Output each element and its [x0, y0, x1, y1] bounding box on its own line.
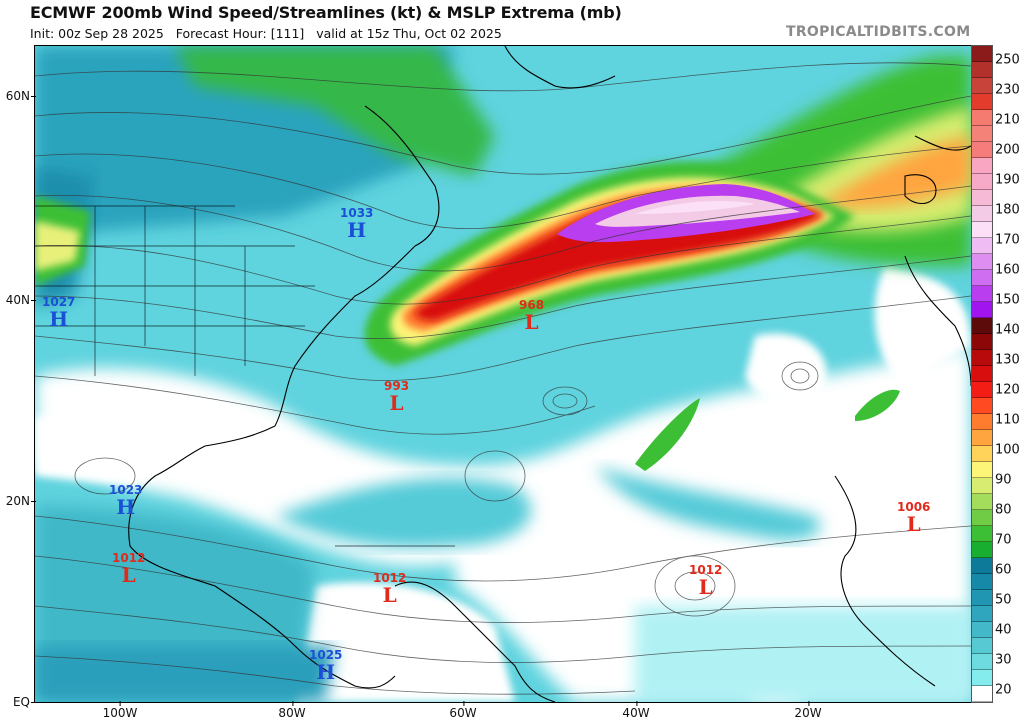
colorbar-swatch — [972, 318, 992, 334]
colorbar-swatch — [972, 334, 992, 350]
colorbar-tick: 160 — [995, 262, 1020, 278]
high-pressure-center: 1027 H — [42, 295, 76, 331]
colorbar-swatch — [972, 142, 992, 158]
colorbar-tick: 210 — [995, 112, 1020, 128]
colorbar-tick: 50 — [995, 592, 1012, 608]
colorbar-swatch — [972, 574, 992, 590]
colorbar-swatch — [972, 686, 992, 702]
lon-label-40w: 40W — [622, 701, 650, 720]
lon-label-20w: 20W — [794, 701, 822, 720]
colorbar-swatch — [972, 398, 992, 414]
colorbar-swatch — [972, 542, 992, 558]
colorbar-tick: 200 — [995, 142, 1020, 158]
colorbar-swatch — [972, 558, 992, 574]
colorbar-tick: 190 — [995, 172, 1020, 188]
colorbar-swatch — [972, 206, 992, 222]
chart-title: ECMWF 200mb Wind Speed/Streamlines (kt) … — [30, 3, 622, 22]
colorbar-swatch — [972, 590, 992, 606]
low-pressure-center: 1012 L — [112, 551, 146, 587]
colorbar-swatch — [972, 238, 992, 254]
colorbar-swatch — [972, 286, 992, 302]
chart-subtitle: Init: 00z Sep 28 2025 Forecast Hour: [11… — [30, 26, 502, 41]
lat-label-40n: 40N — [0, 293, 36, 307]
colorbar-tick: 90 — [995, 472, 1012, 488]
colorbar-swatch — [972, 78, 992, 94]
colorbar-tick: 250 — [995, 52, 1020, 68]
colorbar-tick: 170 — [995, 232, 1020, 248]
lon-label-80w: 80W — [278, 701, 306, 720]
colorbar-swatch — [972, 494, 992, 510]
colorbar-tick: 70 — [995, 532, 1012, 548]
colorbar-swatch — [972, 46, 992, 62]
colorbar-swatch — [972, 446, 992, 462]
colorbar-tick: 20 — [995, 682, 1012, 698]
colorbar-tick: 100 — [995, 442, 1020, 458]
colorbar-tick: 150 — [995, 292, 1020, 308]
colorbar-tick: 120 — [995, 382, 1020, 398]
colorbar-swatch — [972, 478, 992, 494]
colorbar-swatch — [972, 606, 992, 622]
colorbar-tick: 40 — [995, 622, 1012, 638]
colorbar-swatch — [972, 62, 992, 78]
colorbar-swatch — [972, 270, 992, 286]
colorbar-swatch — [972, 94, 992, 110]
high-pressure-center: 1023 H — [109, 483, 143, 519]
colorbar-swatch — [972, 638, 992, 654]
colorbar-tick: 230 — [995, 82, 1020, 98]
colorbar-swatch — [972, 222, 992, 238]
colorbar-swatch — [972, 430, 992, 446]
low-pressure-center: 1006 L — [897, 500, 931, 536]
colorbar-swatch — [972, 126, 992, 142]
high-pressure-center: 1033 H — [340, 206, 374, 242]
low-pressure-center: 993 L — [384, 379, 410, 415]
colorbar-swatch — [972, 302, 992, 318]
colorbar-swatch — [972, 462, 992, 478]
lat-label-eq: EQ — [0, 695, 36, 709]
wind-map — [34, 45, 972, 703]
lat-label-60n: 60N — [0, 89, 36, 103]
colorbar-tick: 130 — [995, 352, 1020, 368]
colorbar-swatch — [972, 654, 992, 670]
colorbar-swatch — [972, 158, 992, 174]
colorbar-swatch — [972, 110, 992, 126]
colorbar-tick: 110 — [995, 412, 1020, 428]
colorbar-swatch — [972, 350, 992, 366]
high-pressure-center: 1025 H — [309, 648, 343, 684]
wind-speed-colorbar — [971, 45, 993, 703]
brand-watermark: TROPICALTIDBITS.COM — [786, 24, 971, 40]
map-field — [35, 46, 971, 702]
colorbar-swatch — [972, 510, 992, 526]
colorbar-swatch — [972, 382, 992, 398]
colorbar-tick: 140 — [995, 322, 1020, 338]
colorbar-swatch — [972, 174, 992, 190]
colorbar-swatch — [972, 526, 992, 542]
colorbar-swatch — [972, 670, 992, 686]
colorbar-tick: 30 — [995, 652, 1012, 668]
colorbar-swatch — [972, 190, 992, 206]
lon-label-60w: 60W — [449, 701, 477, 720]
colorbar-swatch — [972, 622, 992, 638]
colorbar-swatch — [972, 366, 992, 382]
low-pressure-center: 968 L — [519, 298, 545, 334]
lat-label-20n: 20N — [0, 494, 36, 508]
colorbar-swatch — [972, 414, 992, 430]
colorbar-tick: 80 — [995, 502, 1012, 518]
low-pressure-center: 1012 L — [373, 571, 407, 607]
colorbar-tick: 180 — [995, 202, 1020, 218]
lon-label-100w: 100W — [102, 701, 138, 720]
low-pressure-center: 1012 L — [689, 563, 723, 599]
colorbar-swatch — [972, 254, 992, 270]
colorbar-tick: 60 — [995, 562, 1012, 578]
